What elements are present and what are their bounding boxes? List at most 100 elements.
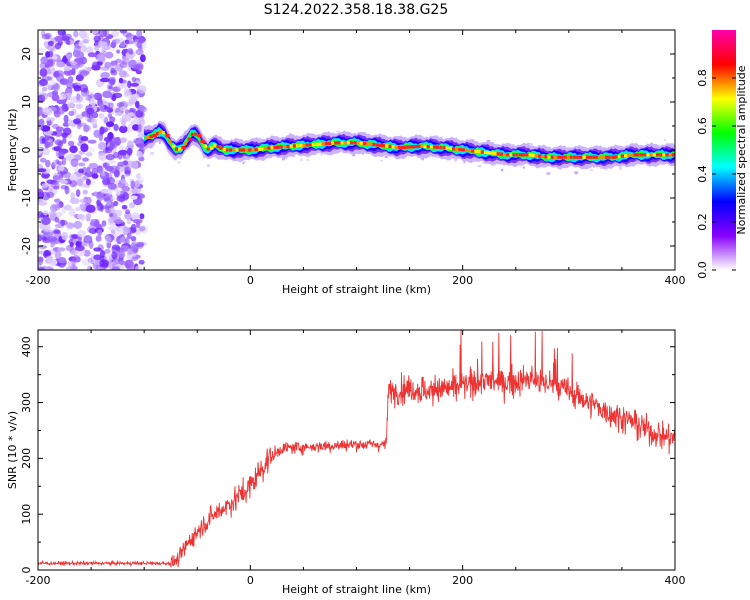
ridge-core <box>270 146 274 150</box>
x-tick-label: 0 <box>247 274 254 287</box>
ridge-speck <box>336 130 340 133</box>
noise-blob <box>127 91 133 100</box>
noise-blob <box>69 241 74 248</box>
noise-blob <box>101 47 106 56</box>
noise-blob <box>127 80 132 89</box>
ridge-core <box>627 153 630 157</box>
spectrogram-axes: -200 0 200 400 -20 -10 0 10 20 <box>20 29 686 287</box>
ridge-core <box>350 141 353 145</box>
noise-blob <box>96 167 105 174</box>
ridge-core <box>436 145 439 149</box>
ridge-core <box>210 146 214 150</box>
noise-blob <box>40 125 51 132</box>
ridge-core <box>633 153 638 157</box>
ridge-core <box>515 153 519 157</box>
noise-blob <box>130 188 138 195</box>
noise-blob <box>72 49 81 58</box>
noise-blob <box>93 191 98 197</box>
x-tick-label: 200 <box>452 274 473 287</box>
noise-blob <box>140 54 146 63</box>
ridge-core <box>471 149 476 153</box>
ridge-core <box>388 144 393 148</box>
ridge-core <box>264 146 269 150</box>
ridge-speck <box>435 156 439 159</box>
ridge-core <box>299 143 303 148</box>
noise-blob <box>116 37 124 43</box>
noise-blob <box>131 76 137 83</box>
noise-blob <box>56 93 67 100</box>
noise-blob <box>99 41 108 49</box>
x-tick-label: -200 <box>26 274 51 287</box>
ridge-core <box>528 153 533 157</box>
ridge-core <box>649 153 654 157</box>
ridge-core <box>346 141 350 145</box>
ridge-core <box>337 141 341 145</box>
ridge-core <box>245 148 249 152</box>
ridge-core <box>404 145 408 149</box>
noise-blob <box>86 107 95 115</box>
ridge-core <box>229 148 233 152</box>
ridge-core <box>331 141 334 145</box>
ridge-core <box>563 155 567 159</box>
ridge-core <box>311 143 315 147</box>
ridge-speck <box>420 156 423 160</box>
noise-blob <box>107 132 114 140</box>
noise-blob <box>90 218 96 223</box>
noise-blob <box>57 140 64 148</box>
ridge-core <box>493 151 497 156</box>
noise-blob <box>127 248 132 254</box>
noise-blob <box>38 211 44 218</box>
noise-blob <box>58 165 65 171</box>
noise-blob <box>38 118 45 127</box>
ridge-speck <box>207 137 210 140</box>
noise-blob <box>135 48 144 56</box>
noise-blob <box>66 39 71 45</box>
noise-blob <box>98 152 108 161</box>
ridge-core <box>630 153 635 157</box>
noise-blob <box>68 110 75 117</box>
ridge-speck <box>574 171 578 175</box>
ridge-core <box>547 155 551 159</box>
noise-blob <box>125 40 135 45</box>
noise-blob <box>78 168 84 174</box>
x-tick-label: 400 <box>665 574 686 587</box>
ridge-core <box>426 145 431 149</box>
noise-blob <box>86 166 91 174</box>
ridge-core <box>483 150 488 154</box>
snr-marks <box>38 330 675 568</box>
noise-blob <box>75 206 81 212</box>
y-tick-label: 20 <box>20 47 33 61</box>
ridge-core <box>162 131 165 135</box>
noise-blob <box>93 247 102 252</box>
noise-blob <box>38 267 45 270</box>
ridge-core <box>248 148 252 152</box>
ridge-core <box>573 155 577 159</box>
noise-blob <box>60 219 65 226</box>
ridge-core <box>168 139 172 143</box>
noise-blob <box>108 216 115 224</box>
noise-blob <box>106 240 112 249</box>
noise-blob <box>130 195 138 200</box>
noise-blob <box>95 53 106 62</box>
ridge-speck <box>243 161 247 163</box>
ridge-core <box>598 155 602 159</box>
ridge-core <box>318 142 323 146</box>
noise-blob <box>79 203 86 210</box>
noise-blob <box>133 139 143 144</box>
noise-blob <box>115 189 121 196</box>
ridge-core <box>576 155 581 159</box>
ridge-speck <box>163 120 166 123</box>
noise-blob <box>39 135 45 145</box>
ridge-core <box>257 147 262 151</box>
noise-blob <box>104 208 112 214</box>
ridge-core <box>286 144 291 149</box>
noise-blob <box>73 43 83 50</box>
noise-blob <box>50 179 59 186</box>
noise-blob <box>106 177 116 185</box>
ridge-core <box>474 149 478 153</box>
noise-blob <box>39 157 47 163</box>
colorbar-axis: 0.0 0.2 0.4 0.6 0.8 <box>696 69 736 279</box>
noise-blob <box>84 171 94 178</box>
